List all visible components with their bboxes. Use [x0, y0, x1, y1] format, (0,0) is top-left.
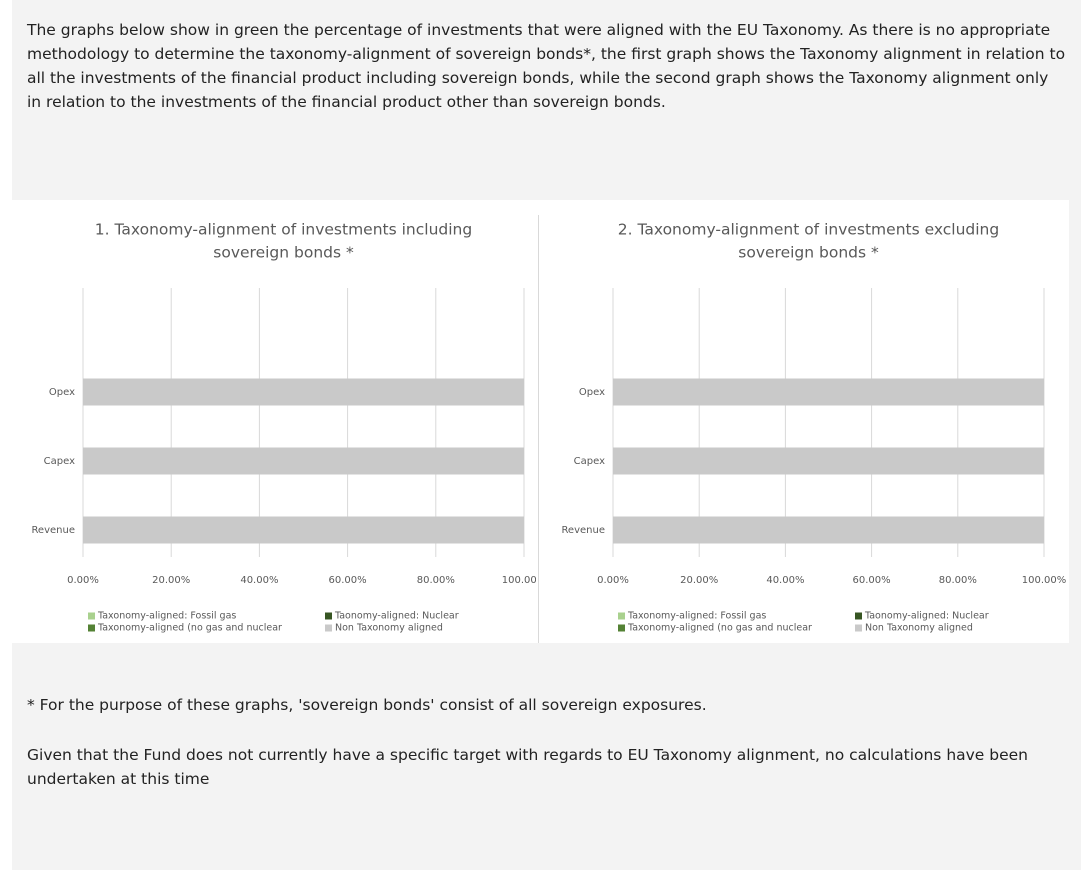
legend-label: Taxonomy-aligned (no gas and nuclear	[627, 623, 812, 634]
legend-swatch	[325, 612, 332, 620]
x-tick-label: 60.00%	[853, 575, 891, 586]
legend-label: Taxonomy-aligned: Fossil gas	[627, 611, 766, 622]
legend-swatch	[855, 624, 862, 632]
x-tick-label: 100.00%	[1022, 575, 1067, 586]
legend-label: Taxonomy-aligned (no gas and nuclear	[97, 623, 282, 634]
chart-title: sovereign bonds *	[213, 244, 354, 262]
legend-label: Non Taxonomy aligned	[865, 623, 973, 634]
x-tick-label: 20.00%	[680, 575, 718, 586]
intro-paragraph: The graphs below show in green the perce…	[27, 21, 1066, 111]
legend-swatch	[855, 612, 862, 620]
y-tick-label: Opex	[49, 387, 75, 398]
y-tick-label: Capex	[574, 456, 605, 467]
chart-divider	[538, 215, 539, 643]
chart: 2. Taxonomy-alignment of investments exc…	[561, 221, 1067, 634]
y-tick-label: Opex	[579, 387, 605, 398]
legend-label: Non Taxonomy aligned	[335, 623, 443, 634]
legend-swatch	[88, 624, 95, 632]
x-tick-label: 20.00%	[152, 575, 190, 586]
footnote: * For the purpose of these graphs, 'sove…	[27, 696, 707, 714]
bar-segment	[613, 516, 1044, 544]
x-tick-label: 0.00%	[597, 575, 629, 586]
bar-segment	[83, 516, 524, 544]
chart-title: 1. Taxonomy-alignment of investments inc…	[95, 221, 472, 239]
legend-swatch	[618, 624, 625, 632]
legend-label: Taonomy-aligned: Nuclear	[334, 611, 459, 622]
bar-segment	[83, 447, 524, 475]
legend-label: Taonomy-aligned: Nuclear	[864, 611, 989, 622]
x-tick-label: 100.00%	[502, 575, 536, 586]
closing-paragraph: Given that the Fund does not currently h…	[27, 746, 1029, 788]
x-tick-label: 40.00%	[240, 575, 278, 586]
legend-label: Taxonomy-aligned: Fossil gas	[97, 611, 236, 622]
legend-swatch	[325, 624, 332, 632]
y-tick-label: Revenue	[31, 525, 75, 536]
x-tick-label: 0.00%	[67, 575, 99, 586]
legend-swatch	[88, 612, 95, 620]
y-tick-label: Capex	[44, 456, 75, 467]
chart: 1. Taxonomy-alignment of investments inc…	[31, 221, 536, 634]
legend-swatch	[618, 612, 625, 620]
bar-segment	[613, 378, 1044, 406]
x-tick-label: 60.00%	[329, 575, 367, 586]
x-tick-label: 80.00%	[939, 575, 977, 586]
charts-panel: 1. Taxonomy-alignment of investments inc…	[12, 200, 1069, 643]
chart-title: sovereign bonds *	[738, 244, 879, 262]
page: The graphs below show in green the perce…	[12, 0, 1081, 870]
bar-segment	[83, 378, 524, 406]
bar-segment	[613, 447, 1044, 475]
chart-title: 2. Taxonomy-alignment of investments exc…	[618, 221, 999, 239]
y-tick-label: Revenue	[561, 525, 605, 536]
x-tick-label: 40.00%	[766, 575, 804, 586]
x-tick-label: 80.00%	[417, 575, 455, 586]
